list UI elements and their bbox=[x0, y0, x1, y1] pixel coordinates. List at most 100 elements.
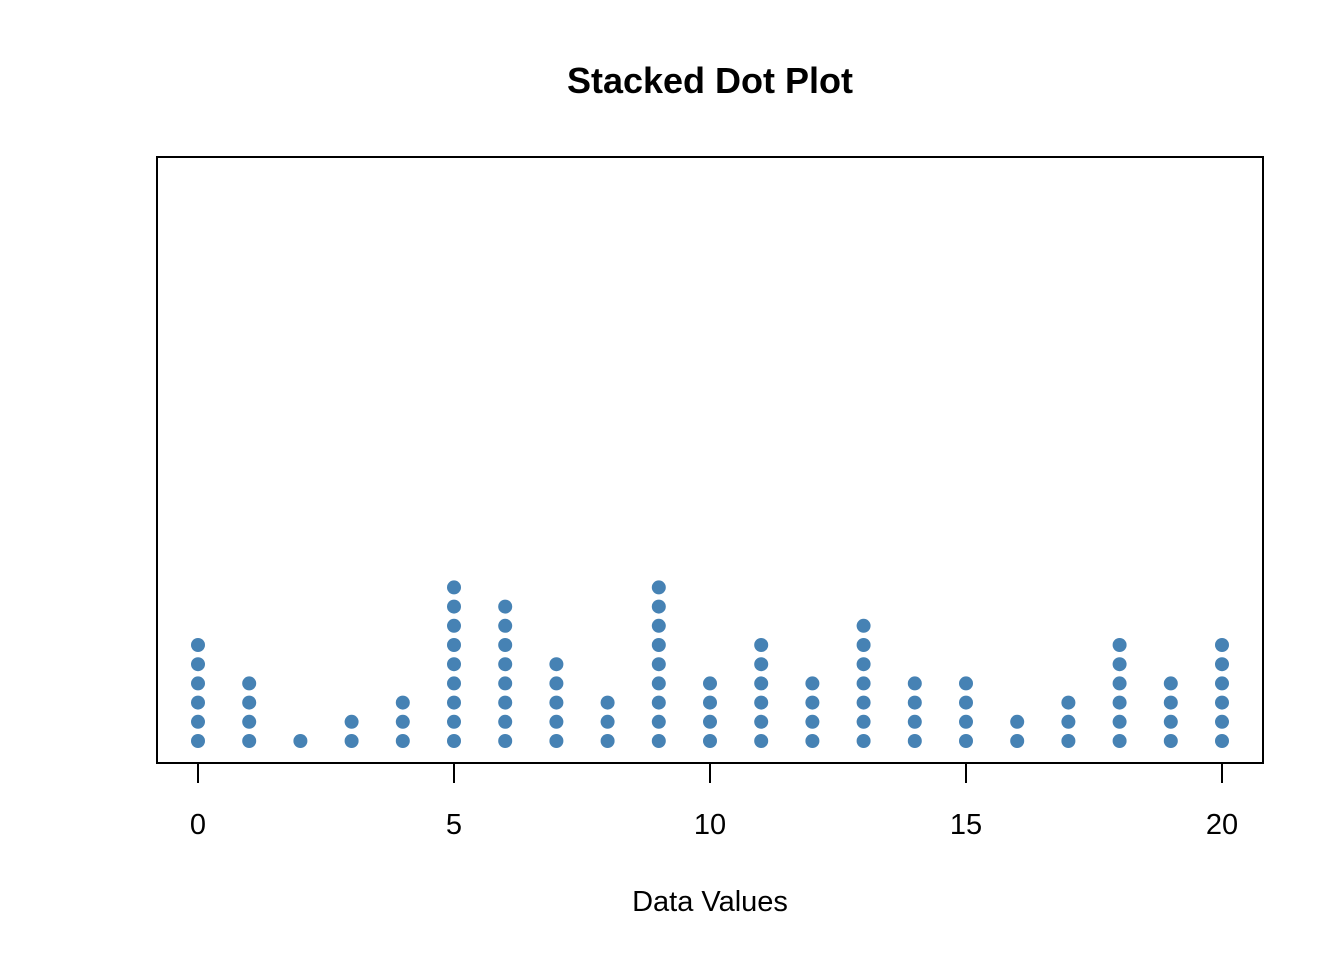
data-dot bbox=[395, 714, 410, 729]
data-dot bbox=[856, 695, 871, 710]
data-dot bbox=[191, 695, 205, 710]
dots-group bbox=[191, 580, 1229, 748]
data-dot bbox=[703, 676, 717, 691]
data-dot bbox=[907, 695, 922, 710]
data-dot bbox=[498, 734, 513, 748]
data-dot bbox=[447, 618, 461, 633]
data-dot bbox=[191, 734, 205, 748]
data-dot bbox=[191, 676, 205, 691]
data-dot bbox=[1112, 657, 1127, 672]
data-dot bbox=[498, 657, 513, 672]
data-dot bbox=[856, 618, 871, 633]
data-dot bbox=[907, 676, 922, 691]
data-dot bbox=[651, 580, 666, 595]
data-dot bbox=[191, 638, 205, 652]
data-dot bbox=[1010, 714, 1025, 729]
data-dot bbox=[1215, 695, 1229, 710]
data-dot bbox=[293, 734, 308, 748]
data-dot bbox=[447, 676, 461, 691]
data-dot bbox=[242, 734, 257, 748]
data-dot bbox=[1215, 714, 1229, 729]
data-dot bbox=[344, 714, 359, 729]
data-dot bbox=[703, 695, 717, 710]
data-dot bbox=[651, 676, 666, 691]
data-dot bbox=[703, 734, 717, 748]
data-dot bbox=[651, 695, 666, 710]
data-dot bbox=[1215, 657, 1229, 672]
data-dot bbox=[1163, 734, 1178, 748]
data-dot bbox=[191, 657, 205, 672]
data-dot bbox=[447, 714, 461, 729]
x-tick-label: 10 bbox=[694, 809, 726, 841]
data-dot bbox=[856, 657, 871, 672]
data-dot bbox=[1061, 734, 1076, 748]
data-dot bbox=[1215, 676, 1229, 691]
data-dot bbox=[805, 676, 820, 691]
x-tick-label: 0 bbox=[190, 809, 206, 841]
data-dot bbox=[1215, 734, 1229, 748]
data-dot bbox=[1061, 695, 1076, 710]
data-dot bbox=[600, 695, 615, 710]
data-dot bbox=[447, 695, 461, 710]
data-dot bbox=[447, 638, 461, 652]
data-dot bbox=[395, 695, 410, 710]
data-dot bbox=[498, 618, 513, 633]
data-dot bbox=[1163, 695, 1178, 710]
data-dot bbox=[1112, 734, 1127, 748]
data-dot bbox=[498, 638, 513, 652]
data-dot bbox=[1112, 714, 1127, 729]
data-dot bbox=[344, 734, 359, 748]
data-dot bbox=[805, 714, 820, 729]
data-dot bbox=[754, 657, 769, 672]
data-dot bbox=[651, 714, 666, 729]
data-dot bbox=[856, 734, 871, 748]
data-dot bbox=[1215, 638, 1229, 652]
data-dot bbox=[754, 734, 769, 748]
x-tick-label: 15 bbox=[950, 809, 982, 841]
data-dot bbox=[754, 695, 769, 710]
data-dot bbox=[549, 676, 564, 691]
data-dot bbox=[907, 714, 922, 729]
data-dot bbox=[498, 599, 513, 614]
chart-title: Stacked Dot Plot bbox=[567, 60, 853, 101]
data-dot bbox=[1163, 714, 1178, 729]
data-dot bbox=[907, 734, 922, 748]
data-dot bbox=[395, 734, 410, 748]
data-dot bbox=[959, 734, 973, 748]
data-dot bbox=[959, 676, 973, 691]
data-dot bbox=[1112, 638, 1127, 652]
data-dot bbox=[856, 638, 871, 652]
data-dot bbox=[651, 618, 666, 633]
data-dot bbox=[447, 657, 461, 672]
data-dot bbox=[651, 734, 666, 748]
data-dot bbox=[754, 676, 769, 691]
data-dot bbox=[1163, 676, 1178, 691]
x-tick-label: 5 bbox=[446, 809, 462, 841]
data-dot bbox=[754, 638, 769, 652]
data-dot bbox=[600, 734, 615, 748]
data-dot bbox=[549, 714, 564, 729]
data-dot bbox=[651, 657, 666, 672]
data-dot bbox=[242, 676, 257, 691]
data-dot bbox=[805, 734, 820, 748]
data-dot bbox=[1010, 734, 1025, 748]
data-dot bbox=[498, 676, 513, 691]
data-dot bbox=[805, 695, 820, 710]
data-dot bbox=[549, 695, 564, 710]
data-dot bbox=[856, 714, 871, 729]
data-dot bbox=[498, 714, 513, 729]
data-dot bbox=[600, 714, 615, 729]
data-dot bbox=[447, 734, 461, 748]
x-axis: 0 5 10 15 20 bbox=[190, 762, 1238, 841]
data-dot bbox=[447, 599, 461, 614]
data-dot bbox=[754, 714, 769, 729]
data-dot bbox=[242, 695, 257, 710]
data-dot bbox=[1112, 695, 1127, 710]
data-dot bbox=[959, 695, 973, 710]
data-dot bbox=[242, 714, 257, 729]
data-dot bbox=[447, 580, 461, 595]
data-dot bbox=[1061, 714, 1076, 729]
data-dot bbox=[651, 599, 666, 614]
data-dot bbox=[549, 734, 564, 748]
